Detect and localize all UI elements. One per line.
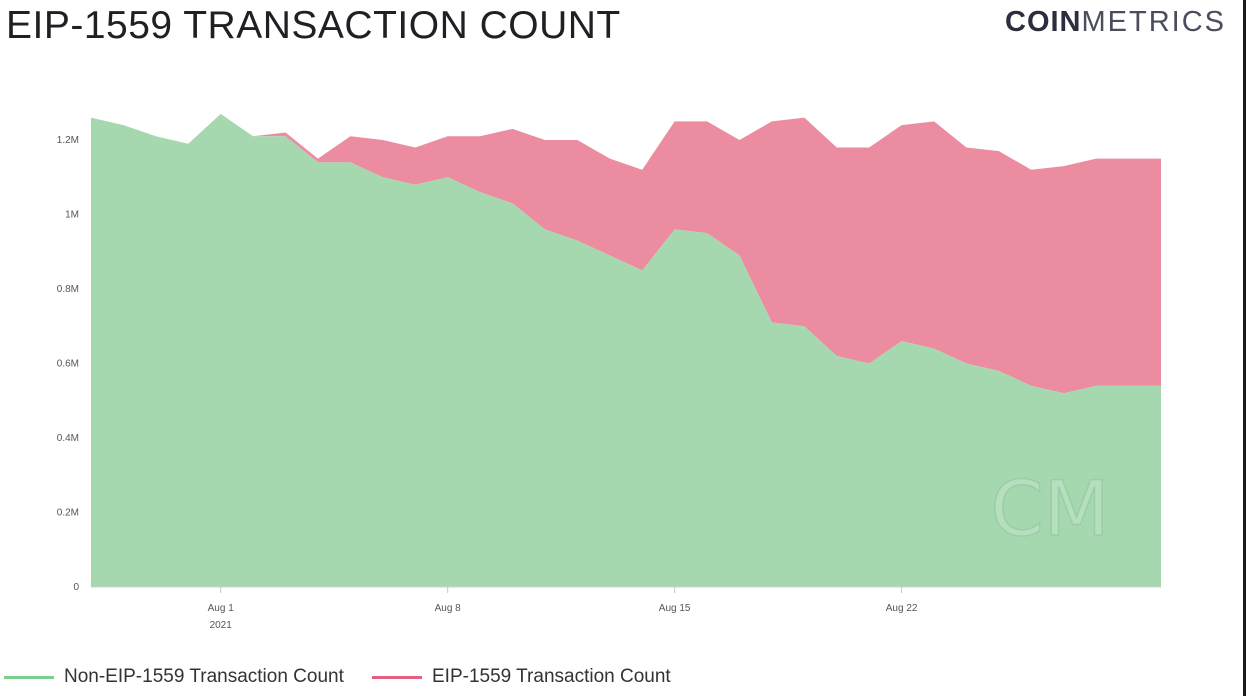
y-tick-label: 1M bbox=[65, 210, 79, 221]
logo-bold-text: COIN bbox=[1005, 6, 1082, 38]
chart-title: EIP-1559 TRANSACTION COUNT bbox=[6, 4, 621, 47]
series-area-non-eip-1559 bbox=[91, 113, 1161, 588]
y-tick-label: 0.6M bbox=[57, 359, 79, 370]
right-border bbox=[1243, 0, 1246, 696]
legend-label-non-eip: Non-EIP-1559 Transaction Count bbox=[64, 666, 344, 687]
legend-item-eip[interactable]: EIP-1559 Transaction Count bbox=[372, 666, 671, 688]
legend-item-non-eip[interactable]: Non-EIP-1559 Transaction Count bbox=[4, 666, 344, 688]
x-axis: Aug 1 2021 Aug 8 Aug 15 Aug 22 bbox=[208, 587, 918, 631]
legend-swatch-eip bbox=[372, 675, 422, 679]
coinmetrics-logo: COINMETRICS bbox=[1005, 6, 1226, 39]
x-tick-label: Aug 1 bbox=[208, 603, 235, 614]
x-tick-label: Aug 15 bbox=[659, 603, 691, 614]
y-tick-label: 0.4M bbox=[57, 433, 79, 444]
y-tick-label: 0 bbox=[73, 582, 79, 593]
x-tick-sublabel: 2021 bbox=[210, 620, 233, 631]
legend-label-eip: EIP-1559 Transaction Count bbox=[432, 666, 671, 687]
y-tick-label: 0.8M bbox=[57, 284, 79, 295]
y-axis: 0 0.2M 0.4M 0.6M 0.8M 1M 1.2M bbox=[57, 135, 80, 593]
legend-swatch-non-eip bbox=[4, 675, 54, 679]
y-tick-label: 0.2M bbox=[57, 508, 79, 519]
chart-areas bbox=[91, 113, 1161, 588]
cm-watermark: CM bbox=[990, 463, 1110, 554]
logo-light-text: METRICS bbox=[1081, 6, 1226, 38]
x-tick-label: Aug 8 bbox=[435, 603, 462, 614]
watermark-text: CM bbox=[991, 464, 1110, 553]
series-area-eip-1559 bbox=[91, 113, 1161, 394]
x-tick-label: Aug 22 bbox=[886, 603, 918, 614]
legend: Non-EIP-1559 Transaction Count EIP-1559 … bbox=[0, 666, 900, 692]
y-tick-label: 1.2M bbox=[57, 135, 79, 146]
